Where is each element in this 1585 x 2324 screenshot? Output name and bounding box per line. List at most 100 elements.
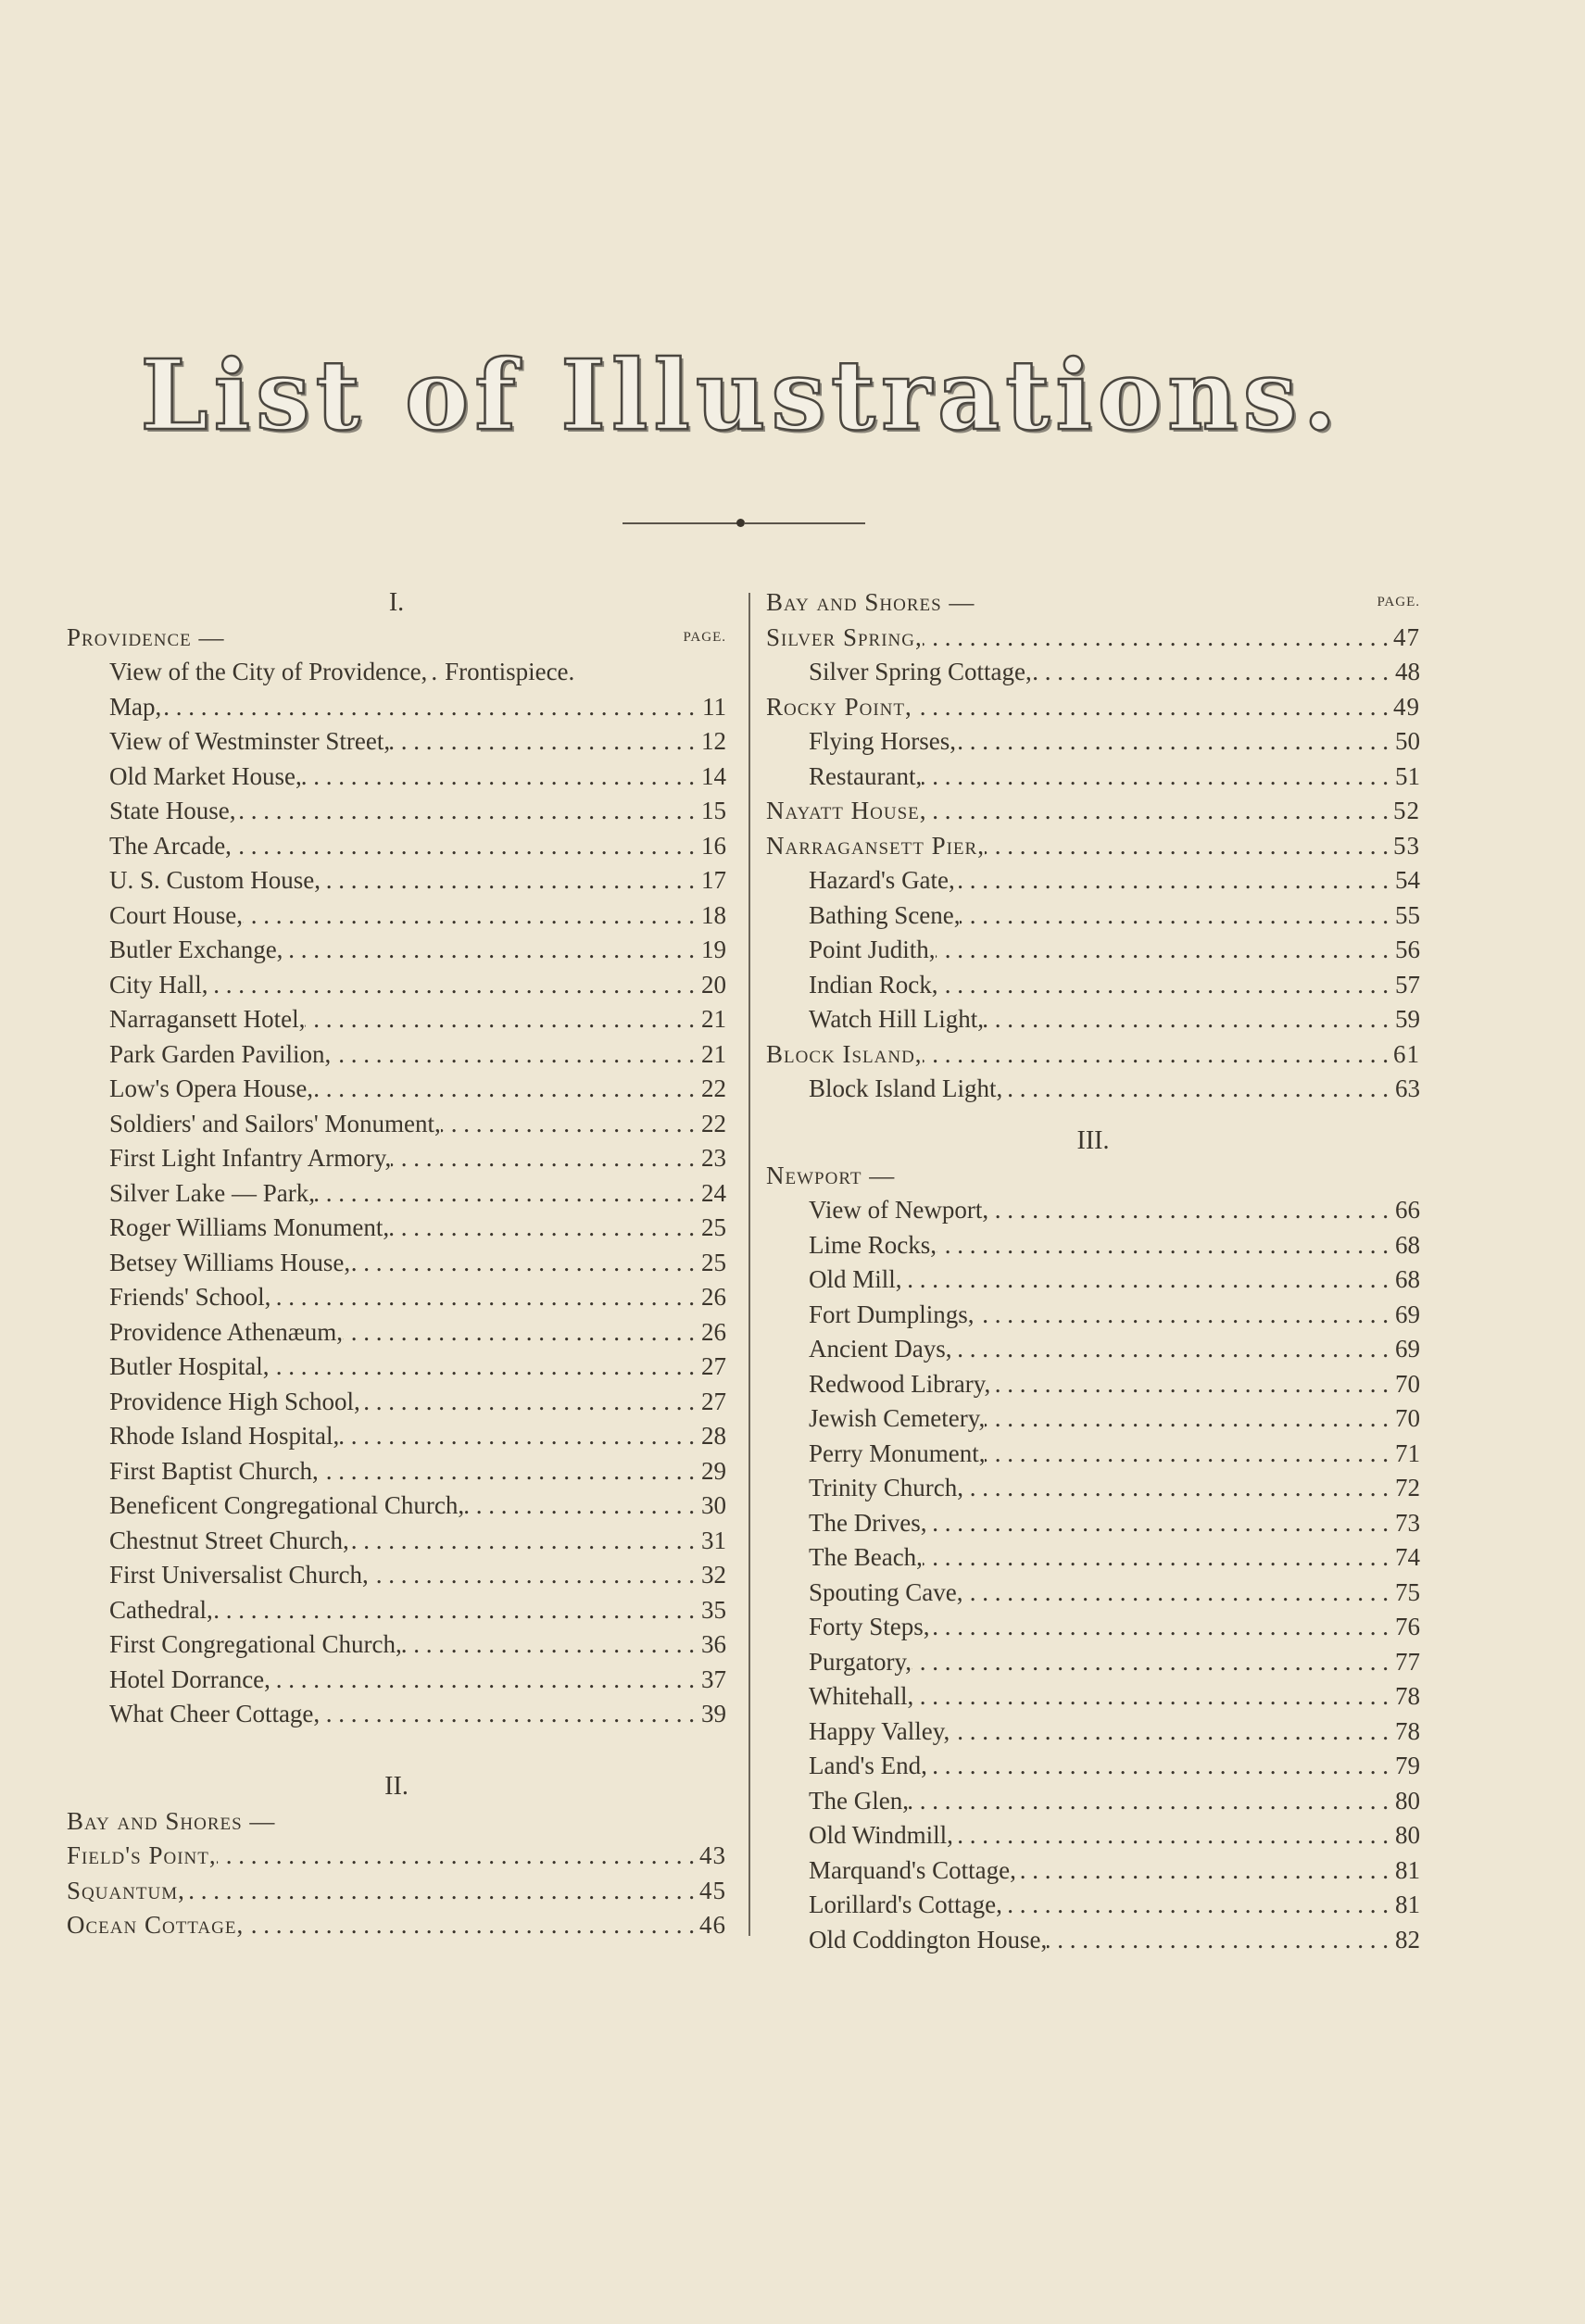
dot-leader: . . . . . . . . . . . . . . . . . . . . … (389, 1213, 695, 1241)
page-number: 30 (701, 1491, 726, 1519)
illustration-title: Ancient Days, (809, 1335, 952, 1363)
page-number: 21 (701, 1039, 726, 1068)
illustration-title: First Baptist Church, (109, 1456, 319, 1485)
dot-leader: . . . . . . . . . . . . . . . . . . . . … (283, 936, 695, 963)
dot-leader: . . . . . . . . . . . . . . . . . . . . … (984, 1005, 1389, 1033)
page-column-label: PAGE. (683, 629, 726, 645)
list-item: Old Mill, . . . . . . . . . . . . . . . … (766, 1262, 1420, 1298)
illustration-title: Rocky Point, (766, 692, 912, 721)
list-item: City Hall, . . . . . . . . . . . . . . .… (67, 968, 726, 1003)
dot-leader: . . . . . . . . . . . . . . . . . . . . … (1047, 1925, 1389, 1953)
page-number: 55 (1395, 900, 1420, 929)
list-item: Watch Hill Light, . . . . . . . . . . . … (766, 1002, 1420, 1037)
list-item: Narragansett Pier, . . . . . . . . . . .… (766, 829, 1420, 864)
list-item: Soldiers' and Sailors' Monument, . . . .… (67, 1107, 726, 1142)
dot-leader: . . . . . . . . . . . . . . . . . . . . … (441, 1109, 695, 1137)
dot-leader: . . . . . . . . . . . . . . . . . . . . … (213, 1595, 695, 1624)
list-item: Lorillard's Cottage, . . . . . . . . . .… (766, 1888, 1420, 1923)
illustration-title: Ocean Cottage, (67, 1911, 245, 1939)
section-number: II. (384, 1772, 409, 1801)
illustration-title: Field's Point, (67, 1841, 217, 1869)
dot-leader: . . . . . . . . . . . . . . . . . . . . … (360, 1387, 695, 1415)
dot-leader: . . . . . . . . . . . . . . . . . . . . … (923, 1039, 1389, 1068)
illustration-title: Jewish Cemetery, (809, 1404, 986, 1432)
page-number: 56 (1395, 936, 1420, 963)
page-number: 78 (1395, 1716, 1420, 1745)
illustration-title: Restaurant, (809, 761, 923, 790)
column-divider (748, 593, 750, 1936)
illustration-title: Butler Exchange, (109, 936, 283, 963)
page-number: 59 (1395, 1005, 1420, 1033)
page-number: 28 (701, 1422, 726, 1450)
list-item: First Congregational Church, . . . . . .… (67, 1627, 726, 1663)
page-number: 50 (1395, 727, 1420, 755)
dot-leader: . . . . . . . . . . . . . . . . . . . . … (232, 831, 695, 860)
page-number: 51 (1395, 761, 1420, 790)
dot-leader: . . . . . . . . . . . . . . . . . . . . … (315, 1178, 695, 1207)
list-item: Land's End, . . . . . . . . . . . . . . … (766, 1749, 1420, 1784)
dot-leader: . . . . . . . . . . . . . . . . . . . . … (331, 1039, 695, 1068)
list-item: Chestnut Street Church, . . . . . . . . … (67, 1524, 726, 1559)
page-number: 57 (1395, 970, 1420, 999)
dot-leader: . . . . . . . . . . . . . . . . . . . . … (270, 1664, 695, 1693)
dot-leader: . . . . . . . . . . . . . . . . . . . . … (956, 727, 1389, 755)
illustration-title: Happy Valley, (809, 1716, 950, 1745)
page-number: 19 (701, 936, 726, 963)
list-item: First Baptist Church, . . . . . . . . . … (67, 1454, 726, 1489)
list-item: Providence Athenæum, . . . . . . . . . .… (67, 1315, 726, 1350)
dot-leader: . . . . . . . . . . . . . . . . . . . . … (244, 1911, 695, 1939)
section-heading: Newport — (766, 1159, 1420, 1194)
dot-leader: . . . . . . . . . . . . . . . . . . . . … (985, 1438, 1389, 1467)
dot-leader: . . . . . . . . . . . . . . . . . . . . … (923, 622, 1389, 651)
page-number: 70 (1395, 1404, 1420, 1432)
list-item: View of Newport, . . . . . . . . . . . .… (766, 1193, 1420, 1228)
illustration-title: Old Market House, (109, 761, 302, 790)
page-number: 37 (701, 1664, 726, 1693)
illustration-title: Perry Monument, (809, 1438, 986, 1467)
dot-leader: . . . . . . . . . . . . . . . . . . . . … (955, 866, 1389, 894)
list-item: Nayatt House, . . . . . . . . . . . . . … (766, 794, 1420, 829)
list-item: Jewish Cemetery, . . . . . . . . . . . .… (766, 1401, 1420, 1437)
page-number: 22 (701, 1074, 726, 1102)
heading-text: Providence — (67, 622, 225, 651)
page-number: 20 (701, 970, 726, 999)
illustration-title: Redwood Library, (809, 1369, 991, 1398)
illustration-title: Nayatt House, (766, 797, 927, 824)
list-item: Indian Rock, . . . . . . . . . . . . . .… (766, 968, 1420, 1003)
page-number: 27 (701, 1352, 726, 1380)
illustration-title: Block Island, (766, 1039, 923, 1068)
page-number: 52 (1393, 797, 1420, 824)
list-item: View of Westminster Street, . . . . . . … (67, 724, 726, 760)
dot-leader: . . . . . . . . . . . . . . . . . . . . … (936, 936, 1389, 963)
dot-leader: . . . . . . . . . . . . . . . . . . . . … (350, 1248, 695, 1276)
list-item: Hotel Dorrance, . . . . . . . . . . . . … (67, 1663, 726, 1698)
page-number: 78 (1395, 1682, 1420, 1710)
page-number: 66 (1395, 1196, 1420, 1224)
illustration-title: Old Mill, (809, 1265, 902, 1293)
list-item: Cathedral, . . . . . . . . . . . . . . .… (67, 1593, 726, 1628)
illustration-title: Rhode Island Hospital, (109, 1422, 340, 1450)
page-number: 23 (701, 1144, 726, 1172)
illustration-title: Flying Horses, (809, 727, 957, 755)
illustration-title: Trinity Church, (809, 1474, 964, 1501)
page-number: 16 (701, 831, 726, 860)
heading-text: Bay and Shores — (766, 588, 975, 616)
page-number: 21 (701, 1005, 726, 1033)
ornamental-rule-dot (736, 519, 745, 527)
page-number: 29 (701, 1456, 726, 1485)
dot-leader: . . . . . . . . . . . . . . . . . . . . … (339, 1422, 695, 1450)
page-number: 26 (701, 1283, 726, 1311)
left-column: I. Providence — PAGE. View of the City of P… (67, 585, 726, 1943)
page-number: 71 (1395, 1438, 1420, 1467)
dot-leader: . . . . . . . . . . . . . . . . . . . . … (402, 1630, 695, 1658)
page-number: 45 (699, 1876, 726, 1904)
page-number: 15 (701, 797, 726, 824)
page-number: 24 (701, 1178, 726, 1207)
page-number: 18 (701, 900, 726, 929)
dot-leader: . . . . . . . . . . . . . . . . . . . . … (305, 1005, 695, 1033)
illustration-title: Old Windmill, (809, 1821, 953, 1849)
dot-leader: . . . . . . . . . . . . . . . . . . . . … (923, 1543, 1389, 1571)
list-item: Betsey Williams House, . . . . . . . . .… (67, 1246, 726, 1281)
dot-leader: . . . . . . . . . . . . . . . . . . . . … (321, 866, 695, 894)
dot-leader: . . . . . . . . . . . . . . . . . . . . … (391, 1144, 695, 1172)
